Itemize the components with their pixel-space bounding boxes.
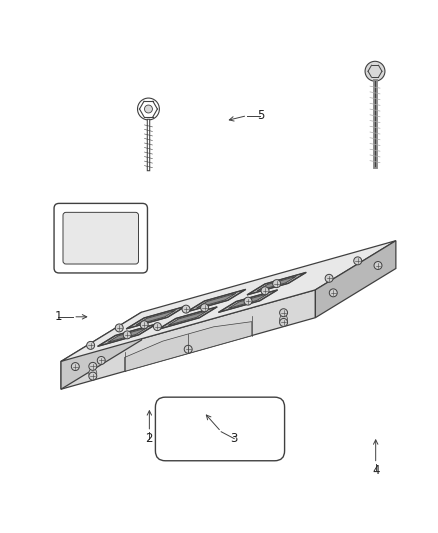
Circle shape — [273, 280, 281, 288]
Circle shape — [182, 305, 190, 313]
Polygon shape — [61, 290, 315, 389]
Text: 2: 2 — [145, 432, 153, 445]
Circle shape — [201, 304, 208, 312]
FancyBboxPatch shape — [63, 212, 138, 264]
Polygon shape — [61, 312, 141, 389]
Circle shape — [261, 287, 269, 295]
Polygon shape — [158, 307, 217, 329]
Circle shape — [374, 262, 382, 270]
Circle shape — [140, 321, 148, 329]
Circle shape — [244, 297, 252, 305]
Circle shape — [71, 362, 79, 370]
Polygon shape — [219, 290, 278, 312]
Polygon shape — [168, 311, 207, 326]
Circle shape — [153, 322, 161, 330]
Ellipse shape — [89, 368, 97, 378]
Circle shape — [89, 372, 97, 380]
Polygon shape — [197, 293, 236, 308]
Polygon shape — [107, 328, 147, 342]
Polygon shape — [124, 321, 252, 372]
Polygon shape — [98, 324, 157, 346]
Polygon shape — [136, 310, 176, 325]
Polygon shape — [257, 276, 296, 291]
Circle shape — [325, 274, 333, 282]
Circle shape — [184, 345, 192, 353]
Text: 3: 3 — [230, 432, 238, 445]
Circle shape — [279, 309, 288, 317]
Circle shape — [87, 342, 95, 349]
Circle shape — [365, 61, 385, 81]
Polygon shape — [247, 272, 306, 295]
Polygon shape — [61, 241, 396, 361]
Text: 5: 5 — [257, 109, 264, 122]
Ellipse shape — [216, 333, 224, 343]
Text: 1: 1 — [54, 310, 62, 324]
Polygon shape — [315, 241, 396, 318]
Circle shape — [115, 324, 123, 332]
Circle shape — [97, 357, 105, 365]
Circle shape — [329, 289, 337, 297]
Ellipse shape — [152, 351, 160, 360]
Circle shape — [89, 362, 97, 370]
Polygon shape — [228, 294, 268, 309]
Text: 4: 4 — [372, 464, 379, 477]
Circle shape — [145, 105, 152, 113]
Polygon shape — [187, 289, 246, 312]
Circle shape — [279, 319, 288, 326]
Circle shape — [123, 331, 131, 339]
Polygon shape — [126, 306, 185, 329]
Circle shape — [354, 257, 362, 265]
Ellipse shape — [279, 314, 288, 325]
